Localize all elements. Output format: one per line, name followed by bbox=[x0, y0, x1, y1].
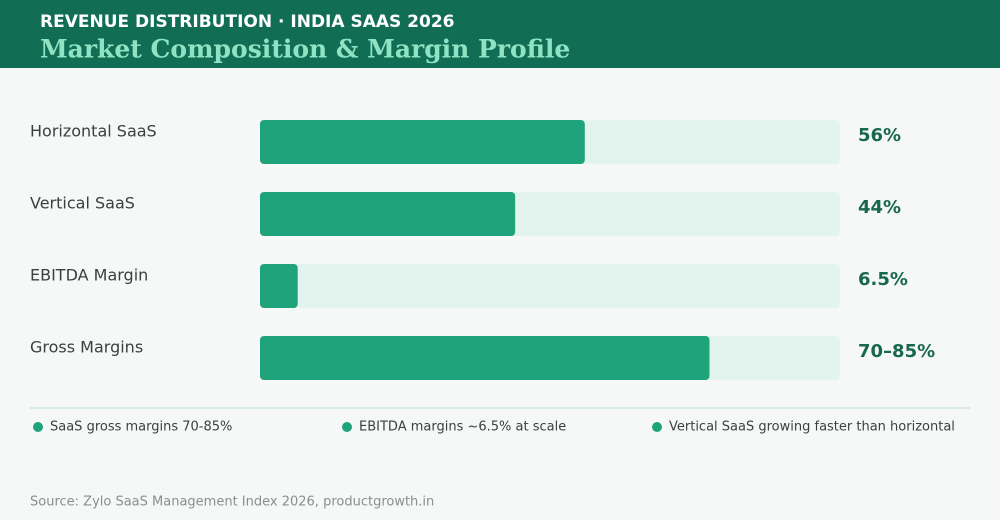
kicker: REVENUE DISTRIBUTION · INDIA SAAS 2026 bbox=[40, 12, 454, 32]
value-label: 6.5% bbox=[858, 269, 908, 290]
source: Source: Zylo SaaS Management Index 2026,… bbox=[30, 495, 434, 510]
chart-title: Market Composition & Margin Profile bbox=[40, 35, 570, 64]
note: SaaS gross margins 70-85% bbox=[50, 420, 232, 435]
value-label: 70–85% bbox=[858, 341, 935, 362]
note-dot bbox=[342, 422, 352, 432]
bar bbox=[260, 120, 585, 164]
value-label: 44% bbox=[858, 197, 901, 218]
category-label: EBITDA Margin bbox=[30, 266, 148, 285]
note-dot bbox=[652, 422, 662, 432]
bar-track bbox=[260, 264, 840, 308]
category-label: Gross Margins bbox=[30, 338, 143, 357]
note: EBITDA margins ~6.5% at scale bbox=[359, 420, 566, 435]
value-label: 56% bbox=[858, 125, 901, 146]
note: Vertical SaaS growing faster than horizo… bbox=[669, 420, 955, 435]
bar bbox=[260, 264, 298, 308]
note-dot bbox=[33, 422, 43, 432]
header-band bbox=[0, 0, 1000, 68]
category-label: Horizontal SaaS bbox=[30, 122, 157, 141]
bar bbox=[260, 336, 710, 380]
category-label: Vertical SaaS bbox=[30, 194, 135, 213]
bar bbox=[260, 192, 516, 236]
